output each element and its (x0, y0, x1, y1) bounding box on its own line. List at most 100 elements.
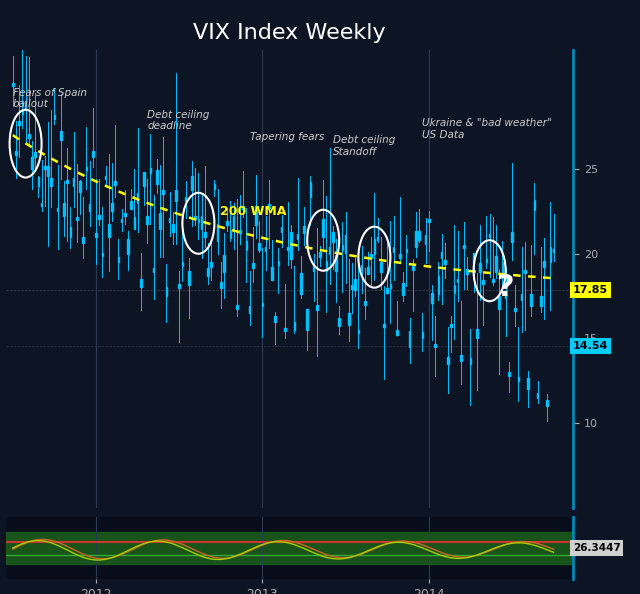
Bar (63, 203, 65, 216)
Bar (156, 170, 157, 185)
Bar (159, 213, 161, 229)
Bar (355, 279, 356, 290)
Bar (313, 265, 314, 271)
Bar (377, 236, 378, 240)
Bar (44, 166, 45, 169)
Bar (543, 261, 545, 267)
Text: 26.3447: 26.3447 (573, 543, 621, 553)
Bar (415, 230, 417, 247)
Bar (230, 230, 231, 238)
Bar (214, 184, 215, 189)
Bar (505, 292, 506, 298)
Bar (259, 243, 260, 249)
Bar (143, 172, 145, 187)
Bar (102, 253, 103, 257)
Bar (227, 221, 228, 225)
Bar (367, 267, 369, 274)
Bar (374, 239, 375, 254)
Bar (233, 216, 234, 229)
Bar (262, 303, 263, 307)
Bar (246, 241, 247, 250)
Bar (271, 267, 273, 280)
Bar (297, 234, 298, 239)
Bar (147, 216, 148, 224)
Bar (204, 232, 205, 237)
Bar (348, 313, 349, 325)
Bar (211, 262, 212, 267)
Bar (364, 301, 365, 305)
Bar (371, 254, 372, 258)
Bar (281, 228, 282, 232)
Bar (252, 263, 253, 268)
Title: VIX Index Weekly: VIX Index Weekly (193, 23, 386, 43)
Bar (323, 219, 324, 237)
Bar (284, 328, 285, 331)
Bar (239, 230, 241, 233)
Bar (531, 295, 532, 307)
Bar (28, 134, 29, 138)
Text: 200 WMA: 200 WMA (220, 205, 286, 218)
Bar (207, 268, 209, 276)
Bar (278, 261, 279, 264)
Bar (25, 102, 26, 110)
Bar (118, 257, 119, 262)
Bar (38, 177, 39, 186)
Bar (527, 378, 529, 389)
Bar (515, 308, 516, 311)
Bar (399, 254, 401, 258)
Bar (294, 321, 295, 330)
Bar (502, 263, 503, 277)
Bar (150, 168, 151, 173)
Bar (83, 237, 84, 244)
Bar (390, 283, 391, 288)
Bar (303, 226, 305, 233)
Bar (547, 400, 548, 406)
Bar (191, 176, 193, 190)
Bar (111, 203, 113, 211)
Bar (409, 331, 410, 347)
Bar (54, 115, 55, 119)
Bar (431, 293, 433, 303)
Bar (550, 247, 551, 263)
Bar (342, 245, 343, 250)
Bar (275, 316, 276, 321)
Bar (499, 296, 500, 309)
Bar (99, 216, 100, 219)
Bar (332, 232, 333, 242)
Bar (518, 377, 519, 381)
Bar (195, 216, 196, 219)
Bar (198, 219, 199, 223)
Bar (217, 224, 218, 241)
Bar (57, 208, 58, 211)
Bar (396, 330, 397, 336)
Bar (406, 249, 407, 252)
Bar (134, 217, 135, 229)
Bar (6, 532, 573, 564)
Bar (444, 260, 445, 264)
Bar (534, 200, 535, 210)
Bar (70, 227, 71, 237)
Bar (35, 152, 36, 157)
Bar (169, 217, 170, 222)
Bar (438, 276, 439, 295)
Bar (511, 232, 513, 242)
Bar (479, 263, 481, 273)
Bar (108, 224, 109, 237)
Text: ?: ? (497, 273, 515, 302)
Bar (175, 190, 177, 201)
Bar (137, 193, 138, 203)
Bar (412, 267, 413, 270)
Bar (166, 287, 167, 296)
Bar (89, 204, 90, 211)
Bar (335, 255, 337, 271)
Bar (249, 305, 250, 313)
Bar (22, 110, 23, 114)
Bar (179, 285, 180, 287)
Bar (422, 332, 423, 339)
Bar (41, 203, 42, 206)
Bar (51, 178, 52, 186)
Text: Debt ceiling
deadline: Debt ceiling deadline (147, 110, 209, 131)
Bar (121, 219, 122, 222)
Bar (447, 357, 449, 364)
Bar (419, 231, 420, 240)
